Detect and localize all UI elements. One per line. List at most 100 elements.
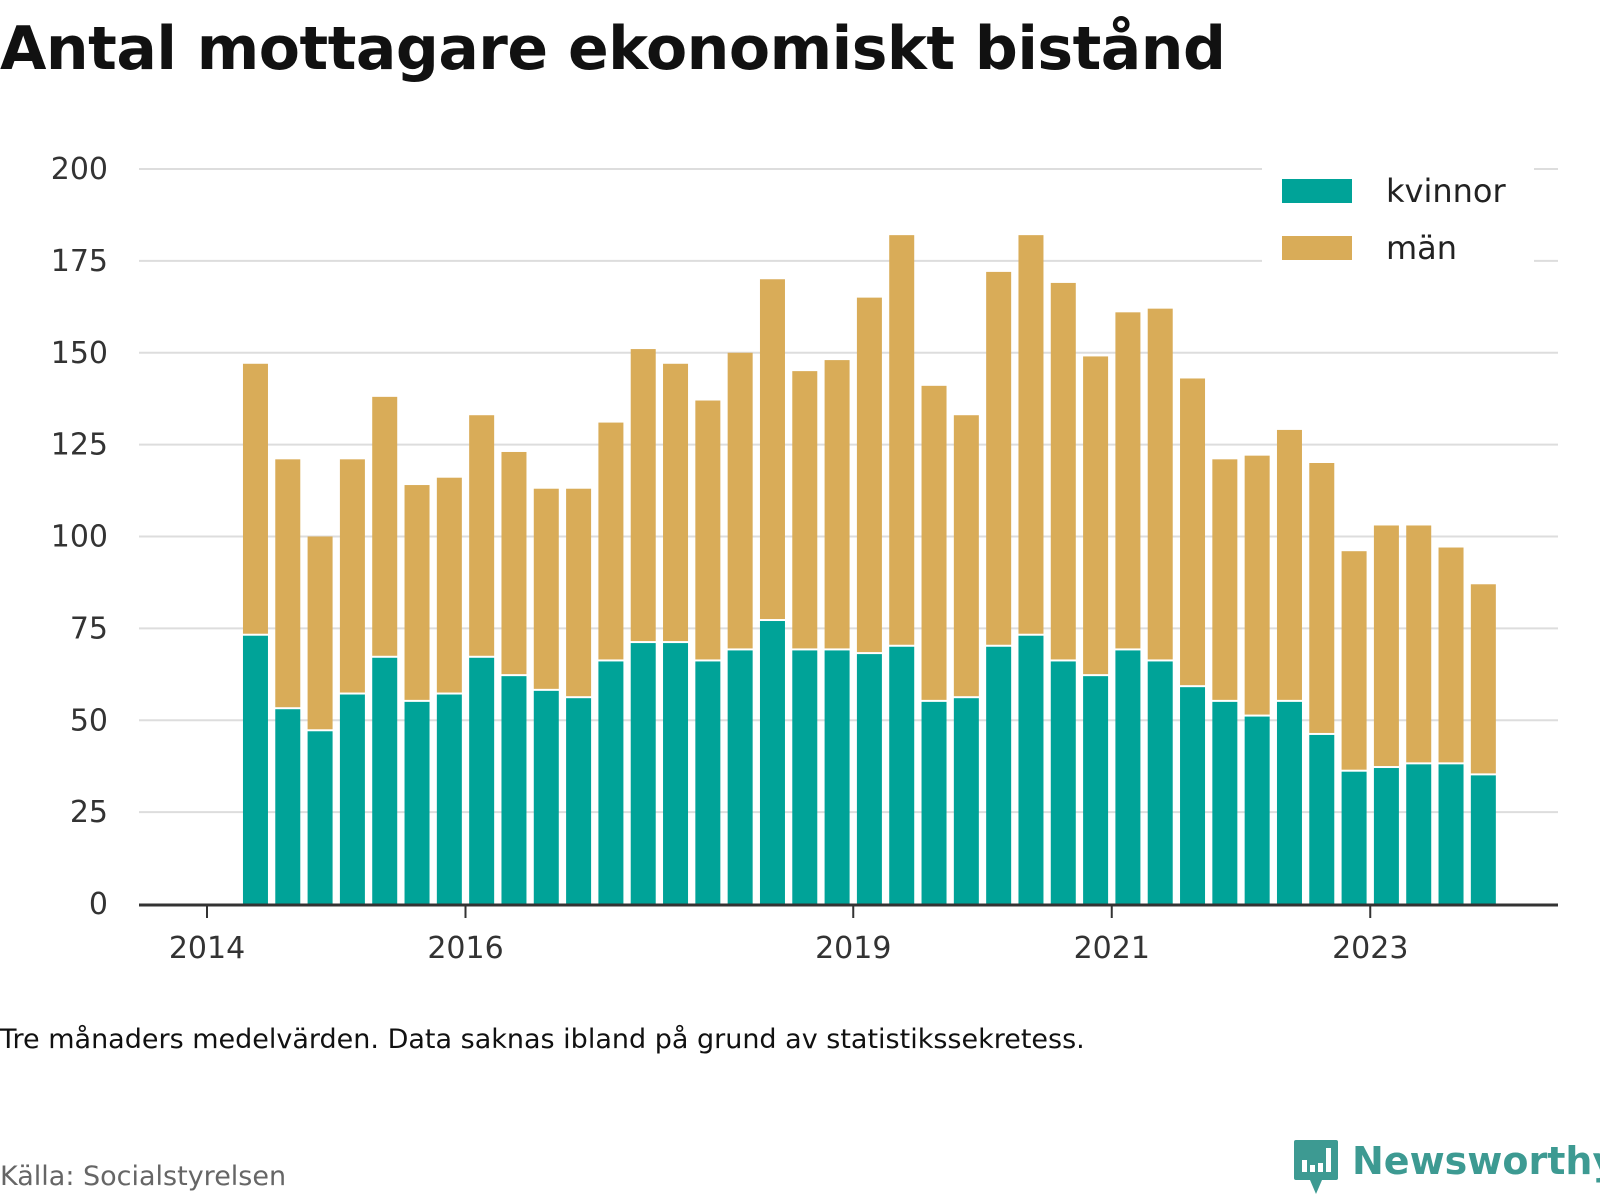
bar-kvinnor xyxy=(792,650,818,904)
bar-man xyxy=(1083,356,1109,675)
bar-kvinnor xyxy=(630,643,656,904)
bar-kvinnor xyxy=(1212,701,1238,904)
bar-kvinnor xyxy=(1083,676,1109,904)
bar-man xyxy=(566,488,592,697)
bar-kvinnor xyxy=(404,701,430,904)
bar-man xyxy=(630,349,656,642)
bar-kvinnor xyxy=(1276,701,1302,904)
x-tick-label: 2019 xyxy=(815,931,891,966)
bar-man xyxy=(1050,282,1076,660)
y-tick-label: 125 xyxy=(51,428,108,463)
bar-kvinnor xyxy=(921,701,947,904)
bar-man xyxy=(986,271,1012,645)
bar-man xyxy=(1180,378,1206,686)
bar-man xyxy=(372,396,398,656)
bar-kvinnor xyxy=(695,661,721,904)
bar-kvinnor xyxy=(436,694,462,904)
bar-man xyxy=(1470,584,1496,774)
bar-kvinnor xyxy=(598,661,624,904)
bar-kvinnor xyxy=(339,694,365,904)
bar-kvinnor xyxy=(533,690,559,904)
bar-man xyxy=(1406,525,1432,763)
bar-man xyxy=(953,415,979,697)
bar-kvinnor xyxy=(953,698,979,904)
bar-kvinnor xyxy=(1341,771,1367,904)
y-tick-label: 150 xyxy=(51,336,108,371)
brand-name: Newsworthy xyxy=(1352,1139,1600,1183)
bar-man xyxy=(307,536,333,730)
bar-kvinnor xyxy=(889,646,915,904)
bar-man xyxy=(824,360,850,649)
bar-man xyxy=(436,477,462,693)
bar-kvinnor xyxy=(1115,650,1141,904)
bar-kvinnor xyxy=(372,657,398,904)
y-tick-label: 75 xyxy=(70,611,108,646)
chart-title: Antal mottagare ekonomiskt bistånd xyxy=(0,14,1226,84)
y-tick-label: 100 xyxy=(51,520,108,555)
bar-kvinnor xyxy=(1470,775,1496,904)
y-tick-label: 175 xyxy=(51,244,108,279)
bar-man xyxy=(404,485,430,700)
bar-man xyxy=(889,235,915,645)
legend-swatch xyxy=(1282,236,1352,260)
bar-kvinnor xyxy=(1373,768,1399,904)
bar-kvinnor xyxy=(275,709,301,904)
bar-man xyxy=(1373,525,1399,767)
x-axis-ticks: 2014 2016 2019 2021 2023 xyxy=(169,905,1408,966)
bar-man xyxy=(1309,463,1335,733)
bar-man xyxy=(501,451,527,675)
bar-kvinnor xyxy=(1244,716,1270,904)
legend-swatch xyxy=(1282,179,1352,203)
bar-man xyxy=(1115,312,1141,649)
x-tick-label: 2016 xyxy=(427,931,503,966)
bar-man xyxy=(727,352,753,649)
y-tick-label: 0 xyxy=(89,887,108,922)
bar-man xyxy=(1276,429,1302,700)
bar-kvinnor xyxy=(242,635,268,904)
newsworthy-logo-icon xyxy=(1294,1140,1338,1194)
bar-kvinnor xyxy=(566,698,592,904)
bar-man xyxy=(695,400,721,660)
bar-kvinnor xyxy=(1438,764,1464,904)
bar-man xyxy=(598,422,624,660)
bar-kvinnor xyxy=(1050,661,1076,904)
bar-kvinnor xyxy=(986,646,1012,904)
bar-man xyxy=(242,363,268,634)
bar-kvinnor xyxy=(856,654,882,904)
y-axis-ticks: 0 25 50 75 100 125 150 175 200 xyxy=(51,152,108,922)
bar-man xyxy=(1018,235,1044,634)
bar-man xyxy=(759,279,785,620)
bar-kvinnor xyxy=(1147,661,1173,904)
y-tick-label: 25 xyxy=(70,795,108,830)
x-tick-label: 2014 xyxy=(169,931,245,966)
bar-man xyxy=(792,371,818,649)
bar-kvinnor xyxy=(1406,764,1432,904)
legend-label: män xyxy=(1386,229,1457,267)
bar-man xyxy=(1341,551,1367,770)
bar-man xyxy=(339,459,365,693)
bar-kvinnor xyxy=(469,657,495,904)
bar-kvinnor xyxy=(663,643,689,904)
y-tick-label: 200 xyxy=(51,152,108,187)
bar-man xyxy=(533,488,559,689)
stacked-bar-chart: 0 25 50 75 100 125 150 175 200 2014 2016 2019 2021 2… xyxy=(51,152,1558,966)
bars xyxy=(242,235,1496,904)
bar-man xyxy=(275,459,301,708)
bar-kvinnor xyxy=(824,650,850,904)
bar-man xyxy=(921,385,947,700)
x-tick-label: 2021 xyxy=(1074,931,1150,966)
chart-note: Tre månaders medelvärden. Data saknas ib… xyxy=(0,1024,1085,1055)
bar-kvinnor xyxy=(501,676,527,904)
y-tick-label: 50 xyxy=(70,703,108,738)
bar-kvinnor xyxy=(759,621,785,904)
legend-label: kvinnor xyxy=(1386,172,1507,210)
bar-kvinnor xyxy=(1309,734,1335,904)
bar-man xyxy=(469,415,495,656)
bar-kvinnor xyxy=(307,731,333,904)
brand: Newsworthy xyxy=(1292,1138,1600,1198)
bar-kvinnor xyxy=(1018,635,1044,904)
bar-kvinnor xyxy=(1180,687,1206,904)
source-label: Källa: Socialstyrelsen xyxy=(0,1161,287,1192)
bar-man xyxy=(1438,547,1464,763)
bar-kvinnor xyxy=(727,650,753,904)
